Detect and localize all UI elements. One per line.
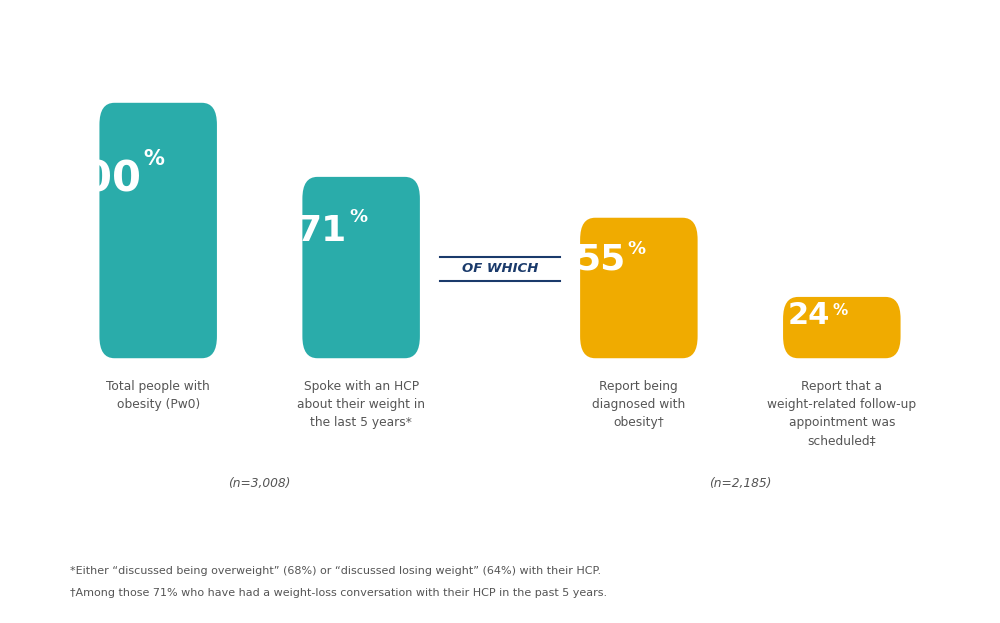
Text: %: %	[627, 240, 645, 258]
Text: Spoke with an HCP
about their weight in
the last 5 years*: Spoke with an HCP about their weight in …	[297, 380, 425, 429]
Text: (n=2,185): (n=2,185)	[709, 477, 772, 490]
Text: 71: 71	[297, 214, 347, 249]
Text: *Either “discussed being overweight” (68%) or “discussed losing weight” (64%) wi: *Either “discussed being overweight” (68…	[70, 566, 601, 576]
Text: †Among those 71% who have had a weight-loss conversation with their HCP in the p: †Among those 71% who have had a weight-l…	[70, 588, 607, 598]
Text: 100: 100	[54, 158, 141, 201]
Text: 24: 24	[788, 301, 830, 330]
Text: Report that a
weight-related follow-up
appointment was
scheduled‡: Report that a weight-related follow-up a…	[767, 380, 916, 447]
FancyBboxPatch shape	[302, 177, 420, 358]
Text: 55: 55	[575, 243, 625, 277]
FancyBboxPatch shape	[783, 297, 901, 358]
Text: Total people with
obesity (Pw0): Total people with obesity (Pw0)	[106, 380, 210, 411]
Text: (n=3,008): (n=3,008)	[228, 477, 291, 490]
Text: Report being
diagnosed with
obesity†: Report being diagnosed with obesity†	[592, 380, 685, 429]
Text: %: %	[832, 303, 847, 318]
FancyBboxPatch shape	[580, 218, 698, 358]
Text: OF WHICH: OF WHICH	[462, 262, 538, 275]
FancyBboxPatch shape	[99, 103, 217, 358]
Text: %: %	[143, 149, 164, 169]
Text: %: %	[349, 207, 368, 226]
